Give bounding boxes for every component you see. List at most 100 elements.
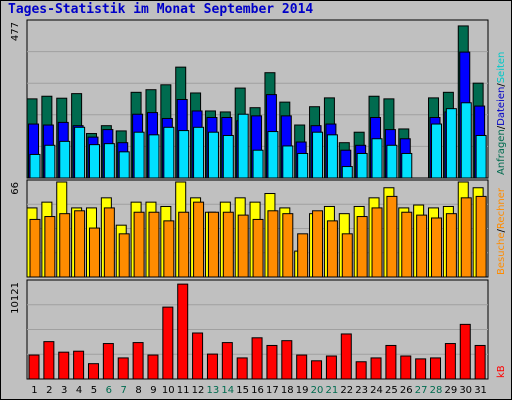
legend-requests-files-pages-part: Anfragen xyxy=(496,129,507,175)
rechner-bar xyxy=(356,216,368,278)
rechner-bar xyxy=(460,197,472,278)
kb-bar xyxy=(87,363,99,380)
x-tick-label: 29 xyxy=(444,385,457,396)
y-max-label: 10121 xyxy=(10,282,21,314)
rechner-bar xyxy=(386,195,398,278)
x-tick-label: 4 xyxy=(76,385,82,396)
rechner-bar xyxy=(74,210,86,278)
seiten-bar xyxy=(237,113,249,179)
rechner-bar xyxy=(44,216,56,278)
rechner-bar xyxy=(29,218,41,278)
kb-bar xyxy=(43,341,55,380)
x-tick-label: 22 xyxy=(340,385,353,396)
seiten-bar xyxy=(74,126,86,179)
seiten-bar xyxy=(475,134,487,179)
kb-bar xyxy=(102,343,114,380)
seiten-bar xyxy=(282,145,294,179)
seiten-bar xyxy=(356,152,368,179)
kb-bar xyxy=(296,354,308,380)
kb-bar xyxy=(370,357,382,380)
rechner-bar xyxy=(297,233,309,278)
seiten-bar xyxy=(29,153,41,179)
rechner-bar xyxy=(312,210,324,278)
x-tick-label: 1 xyxy=(31,385,37,396)
x-tick-label: 14 xyxy=(221,385,234,396)
x-tick-label: 2 xyxy=(46,385,52,396)
kb-bar xyxy=(117,357,129,380)
seiten-bar xyxy=(103,143,115,179)
seiten-bar xyxy=(88,144,100,179)
kb-bar xyxy=(459,323,471,380)
x-tick-label: 7 xyxy=(120,385,126,396)
rechner-bar xyxy=(401,211,413,278)
x-tick-label: 20 xyxy=(311,385,324,396)
x-tick-label: 19 xyxy=(296,385,309,396)
seiten-bar xyxy=(341,166,353,179)
seiten-bar xyxy=(386,144,398,179)
kb-bar xyxy=(400,355,412,380)
x-tick-label: 31 xyxy=(474,385,487,396)
legend-requests-files-pages-part: / xyxy=(496,125,507,129)
kb-bar xyxy=(325,355,337,380)
legend-visits-hosts-part: Rechner xyxy=(496,187,507,229)
y-max-label: 477 xyxy=(10,22,21,41)
rechner-bar xyxy=(431,217,443,278)
x-tick-label: 21 xyxy=(325,385,338,396)
rechner-bar xyxy=(416,214,428,278)
kb-bar xyxy=(444,343,456,380)
seiten-bar xyxy=(252,149,264,179)
seiten-bar xyxy=(431,123,443,179)
kb-bar xyxy=(206,353,218,380)
chart-title: Tages-Statistik im Monat September 2014 xyxy=(8,2,314,17)
rechner-bar xyxy=(59,213,71,278)
kb-bar xyxy=(236,357,248,380)
kb-bar xyxy=(177,283,189,380)
kb-bar xyxy=(340,333,352,380)
legend-visits-hosts-part: / xyxy=(496,228,507,232)
seiten-bar xyxy=(118,151,130,179)
rechner-bar xyxy=(252,218,264,278)
rechner-bar xyxy=(148,211,160,278)
rechner-bar xyxy=(222,211,234,278)
seiten-bar xyxy=(297,152,309,179)
seiten-bar xyxy=(178,130,190,179)
kb-bar xyxy=(281,340,293,380)
seiten-bar xyxy=(312,131,324,179)
kb-bar xyxy=(311,360,323,380)
x-tick-label: 30 xyxy=(459,385,472,396)
kb-bar xyxy=(132,342,144,380)
x-tick-label: 3 xyxy=(61,385,67,396)
seiten-bar xyxy=(445,108,457,179)
kb-bar xyxy=(28,354,40,380)
rechner-bar xyxy=(163,220,175,278)
kb-bar xyxy=(192,332,204,380)
rechner-bar xyxy=(103,207,115,278)
seiten-bar xyxy=(148,134,160,179)
legend-requests-files-pages-part: / xyxy=(496,83,507,87)
x-tick-label: 15 xyxy=(236,385,249,396)
x-tick-label: 16 xyxy=(251,385,264,396)
legend-visits-hosts: Besuche/Rechner xyxy=(496,187,507,275)
kb-bar xyxy=(73,350,85,380)
x-tick-label: 11 xyxy=(177,385,190,396)
kb-bar xyxy=(266,344,278,380)
rechner-bar xyxy=(445,213,457,278)
seiten-bar xyxy=(460,102,472,179)
kb-bar xyxy=(415,358,427,380)
legend-requests-files-pages-part: Seiten xyxy=(496,52,507,84)
x-tick-label: 10 xyxy=(162,385,175,396)
x-tick-label: 12 xyxy=(192,385,205,396)
rechner-bar xyxy=(267,210,279,278)
x-tick-label: 8 xyxy=(135,385,141,396)
rechner-bar xyxy=(282,213,294,278)
legend-requests-files-pages-part: Dateien xyxy=(496,87,507,126)
kb-bar xyxy=(430,357,442,380)
x-tick-label: 27 xyxy=(415,385,428,396)
kb-bar xyxy=(221,342,233,380)
rechner-bar xyxy=(133,211,145,278)
seiten-bar xyxy=(163,126,175,179)
seiten-bar xyxy=(207,131,219,179)
seiten-bar xyxy=(267,131,279,179)
rechner-bar xyxy=(118,233,130,278)
